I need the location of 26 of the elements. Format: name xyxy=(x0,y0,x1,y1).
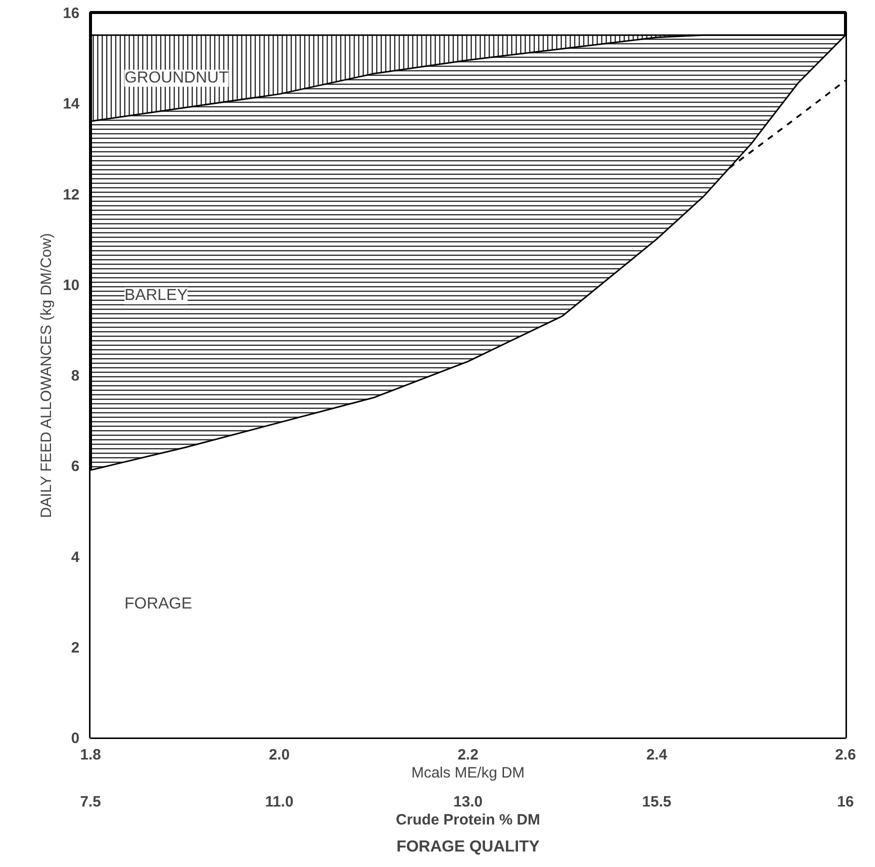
y-tick-label: 10 xyxy=(62,276,80,294)
y-axis-title: DAILY FEED ALLOWANCES (kg DM/Cow) xyxy=(38,233,55,518)
y-tick-label: 16 xyxy=(62,5,80,22)
y-tick-label: 6 xyxy=(71,458,80,476)
text: 11.0 xyxy=(265,794,294,810)
y-tick-label: 0 xyxy=(71,730,80,747)
x-tick-label: 1.8 xyxy=(80,746,101,764)
x-tick-label: 2.4 xyxy=(646,746,668,764)
text: 16 xyxy=(837,794,854,810)
y-tick-label: 12 xyxy=(62,186,80,204)
y-tick-label: 4 xyxy=(71,548,80,566)
series-label: BARLEY xyxy=(124,287,188,304)
x-tick-label: 2.6 xyxy=(835,746,856,764)
text: 15.5 xyxy=(642,794,672,810)
y-tick-label: 2 xyxy=(71,639,80,656)
x-axis-title: Mcals ME/kg DM xyxy=(411,764,525,782)
x-tick-label: 2.2 xyxy=(458,746,478,764)
series-label: GROUNDNUT xyxy=(124,70,229,87)
y-tick-label: 14 xyxy=(62,96,80,113)
x-tick-label: 2.0 xyxy=(268,746,290,764)
text: Crude Protein % DM xyxy=(396,812,540,828)
y-tick-label: 8 xyxy=(71,368,80,384)
text: 13.0 xyxy=(453,794,483,810)
series-label: FORAGE xyxy=(124,595,192,612)
text: FORAGE QUALITY xyxy=(396,838,540,856)
text: 7.5 xyxy=(80,794,101,810)
